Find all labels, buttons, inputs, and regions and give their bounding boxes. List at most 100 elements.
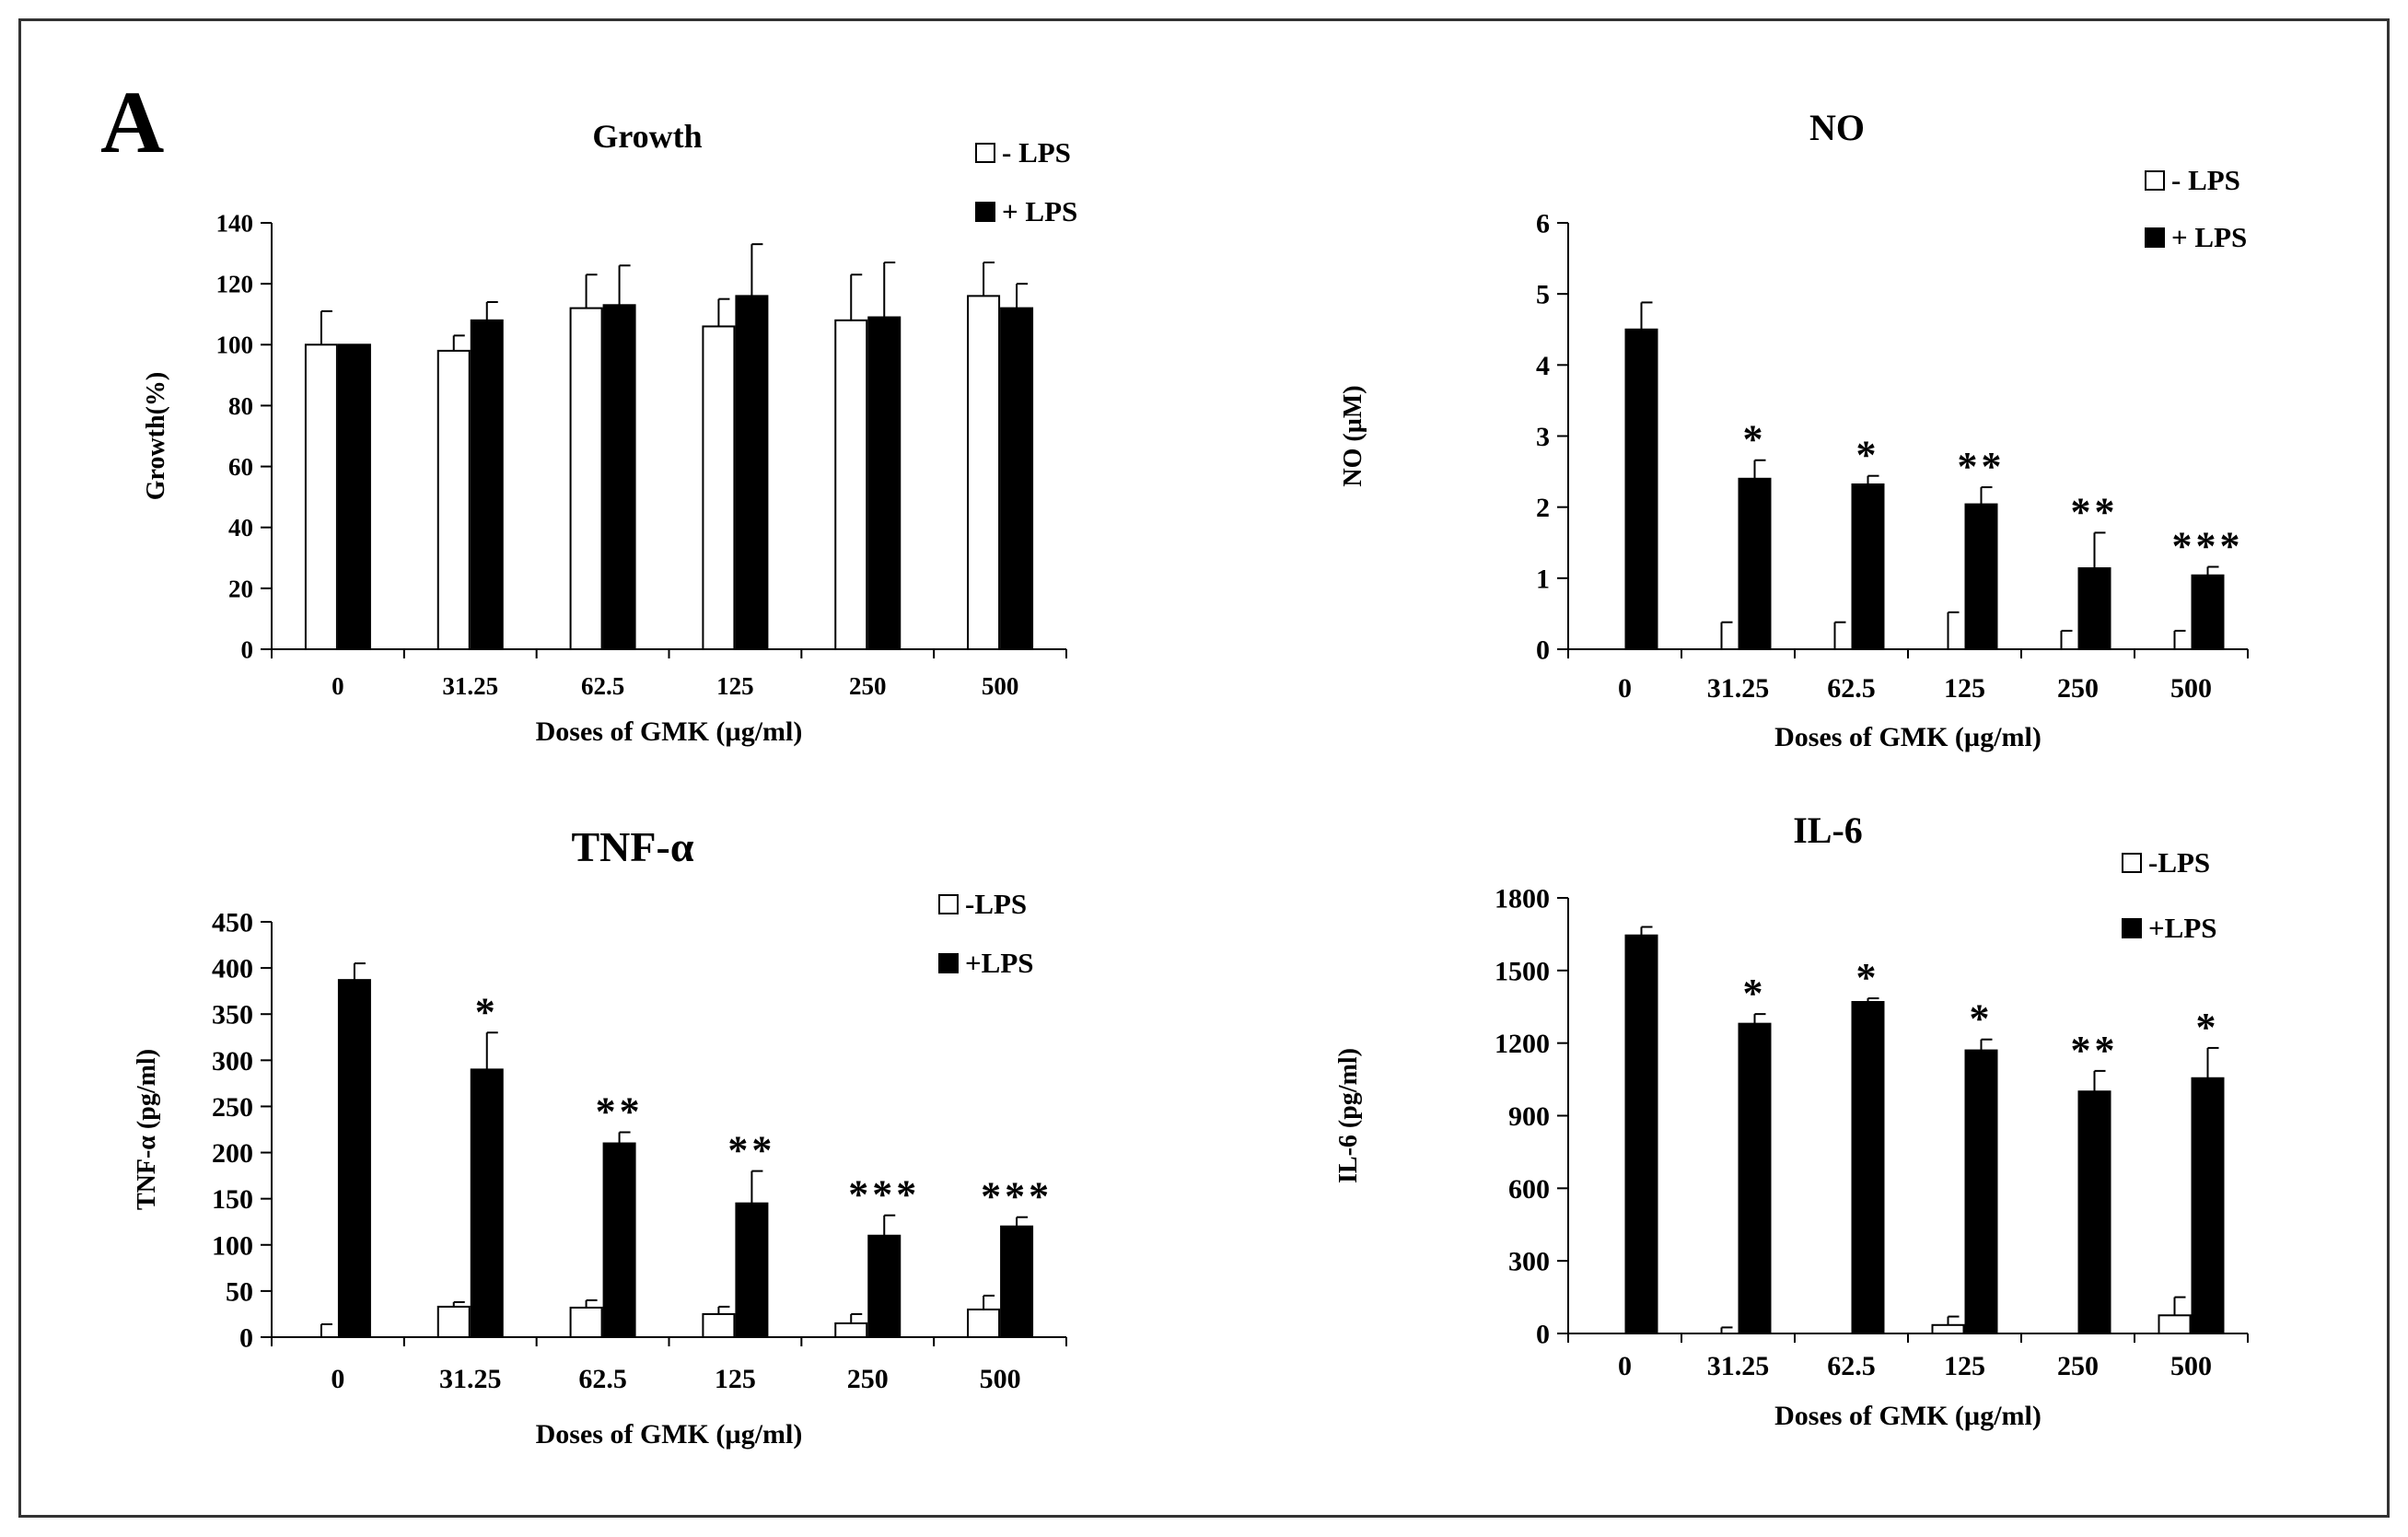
y-tick-label: 450 [212, 908, 253, 938]
x-axis-label: Doses of GMK (µg/ml) [1774, 1401, 2042, 1431]
y-axis-label: NO (µM) [1339, 385, 1367, 486]
legend-swatch-minus-lps [2122, 853, 2142, 873]
y-tick-label: 5 [1536, 280, 1550, 310]
y-tick-label: 0 [1536, 1320, 1550, 1350]
y-tick-label: 3 [1536, 422, 1550, 452]
bar-plus-lps [1851, 1000, 1885, 1334]
y-tick-label: 200 [212, 1138, 253, 1169]
legend-swatch-plus-lps [2145, 227, 2165, 248]
bar-plus-lps [1851, 483, 1885, 650]
y-tick-label: 300 [212, 1046, 253, 1077]
legend-swatch-minus-lps [2145, 170, 2165, 191]
panel-label: A [100, 73, 165, 171]
bar-plus-lps [337, 979, 371, 1338]
y-tick-label: 2 [1536, 493, 1550, 523]
bar-minus-lps [436, 349, 471, 650]
significance-marker: * [1743, 971, 1767, 1016]
legend-swatch-minus-lps [975, 143, 995, 163]
y-tick-label: 140 [216, 209, 254, 237]
x-tick-label: 31.25 [1707, 1351, 1770, 1381]
y-axis-label: IL-6 (pg/ml) [1334, 1048, 1363, 1183]
x-tick-label: 0 [331, 1364, 344, 1394]
legend-swatch-minus-lps [938, 894, 959, 914]
x-tick-label: 250 [2057, 1351, 2099, 1381]
x-tick-label: 500 [2170, 1351, 2212, 1381]
y-tick-label: 150 [212, 1184, 253, 1215]
bar-plus-lps [2191, 1077, 2225, 1334]
bar-minus-lps [834, 319, 868, 650]
x-tick-label: 250 [847, 1364, 889, 1394]
bar-plus-lps [1738, 477, 1772, 650]
significance-marker: ** [2071, 489, 2119, 534]
x-tick-label: 62.5 [1827, 1351, 1876, 1381]
chart-title: TNF-α [572, 823, 694, 870]
bar-plus-lps [735, 1202, 769, 1338]
x-tick-label: 31.25 [442, 672, 498, 700]
x-tick-label: 62.5 [1827, 673, 1876, 704]
chart-title: NO [1809, 107, 1865, 148]
y-tick-label: 4 [1536, 351, 1550, 381]
bar-minus-lps [1931, 1323, 1965, 1334]
legend-label: -LPS [965, 888, 1027, 920]
legend-label: + LPS [1002, 195, 1077, 227]
bar-plus-lps [602, 304, 636, 650]
x-axis-label: Doses of GMK (µg/ml) [536, 1419, 803, 1450]
y-tick-label: 300 [1508, 1247, 1550, 1277]
significance-marker: *** [2172, 523, 2244, 568]
legend-label: +LPS [965, 947, 1034, 979]
y-tick-label: 0 [241, 635, 254, 663]
legend-swatch-plus-lps [938, 953, 959, 973]
y-tick-label: 0 [1536, 635, 1550, 666]
bar-plus-lps [735, 295, 769, 650]
x-tick-label: 125 [716, 672, 754, 700]
y-axis-label: TNF-α (pg/ml) [133, 1049, 161, 1210]
y-tick-label: 350 [212, 1000, 253, 1030]
x-tick-label: 500 [980, 1364, 1021, 1394]
y-tick-label: 1800 [1495, 884, 1550, 914]
bar-minus-lps [436, 1305, 471, 1338]
bar-plus-lps [1964, 1049, 1998, 1335]
bar-plus-lps [1624, 934, 1658, 1334]
x-tick-label: 31.25 [439, 1364, 502, 1394]
bar-plus-lps [1000, 307, 1034, 650]
bar-plus-lps [1964, 503, 1998, 651]
y-tick-label: 1500 [1495, 956, 1550, 986]
y-tick-label: 400 [212, 954, 253, 984]
significance-marker: ** [727, 1128, 775, 1173]
x-tick-label: 125 [1944, 1351, 1985, 1381]
chart-title: Growth [592, 118, 702, 155]
x-tick-label: 250 [849, 672, 887, 700]
significance-marker: * [1856, 955, 1880, 1000]
y-tick-label: 100 [216, 332, 254, 359]
bar-minus-lps [967, 295, 1001, 650]
bar-minus-lps [569, 307, 603, 650]
y-tick-label: 6 [1536, 209, 1550, 239]
legend-label: + LPS [2171, 221, 2247, 253]
significance-marker: ** [2071, 1028, 2119, 1073]
bar-minus-lps [304, 343, 338, 650]
legend-label: - LPS [2171, 164, 2240, 196]
x-axis-label: Doses of GMK (µg/ml) [1774, 722, 2042, 752]
x-axis-label: Doses of GMK (µg/ml) [536, 716, 803, 747]
significance-marker: ** [1958, 444, 2006, 489]
y-tick-label: 60 [228, 453, 253, 481]
x-tick-label: 0 [1618, 1351, 1632, 1381]
y-tick-label: 100 [212, 1230, 253, 1261]
x-tick-label: 0 [1618, 673, 1632, 704]
significance-marker: * [475, 989, 499, 1034]
y-tick-label: 1200 [1495, 1029, 1550, 1059]
significance-marker: * [2196, 1005, 2220, 1050]
y-tick-label: 1 [1536, 564, 1550, 594]
bar-minus-lps [967, 1308, 1001, 1339]
x-tick-label: 0 [332, 672, 344, 700]
x-tick-label: 31.25 [1707, 673, 1770, 704]
bar-plus-lps [1624, 328, 1658, 650]
legend-swatch-plus-lps [975, 202, 995, 222]
bar-plus-lps [470, 1068, 504, 1339]
y-tick-label: 50 [226, 1276, 253, 1307]
legend-swatch-plus-lps [2122, 918, 2142, 938]
significance-marker: * [1856, 433, 1880, 478]
